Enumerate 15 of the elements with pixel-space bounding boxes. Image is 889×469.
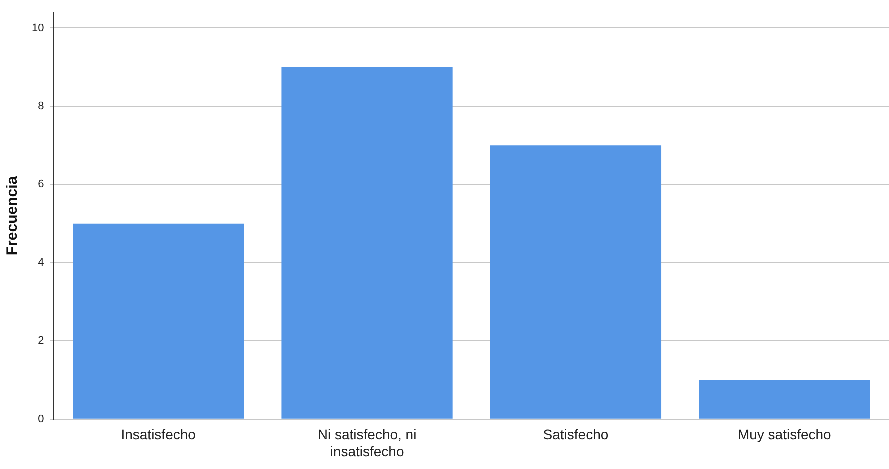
y-tick-label: 2 — [38, 335, 44, 348]
y-tick-label: 10 — [32, 22, 44, 34]
x-tick-label: Insatisfecho — [121, 426, 196, 443]
bar — [490, 146, 662, 419]
x-tick-label: Ni satisfecho, ni insatisfecho — [318, 426, 417, 460]
y-tick-label: 6 — [38, 178, 44, 191]
bar — [282, 67, 453, 419]
x-tick-label: Satisfecho — [543, 426, 609, 443]
y-tick-label: 0 — [38, 413, 44, 426]
y-tick-label: 8 — [38, 100, 44, 113]
bar — [699, 380, 870, 419]
bar — [73, 224, 244, 419]
x-tick-label: Muy satisfecho — [738, 426, 832, 443]
y-tick-label: 4 — [38, 256, 44, 269]
y-axis-title: Frecuencia — [4, 176, 22, 256]
